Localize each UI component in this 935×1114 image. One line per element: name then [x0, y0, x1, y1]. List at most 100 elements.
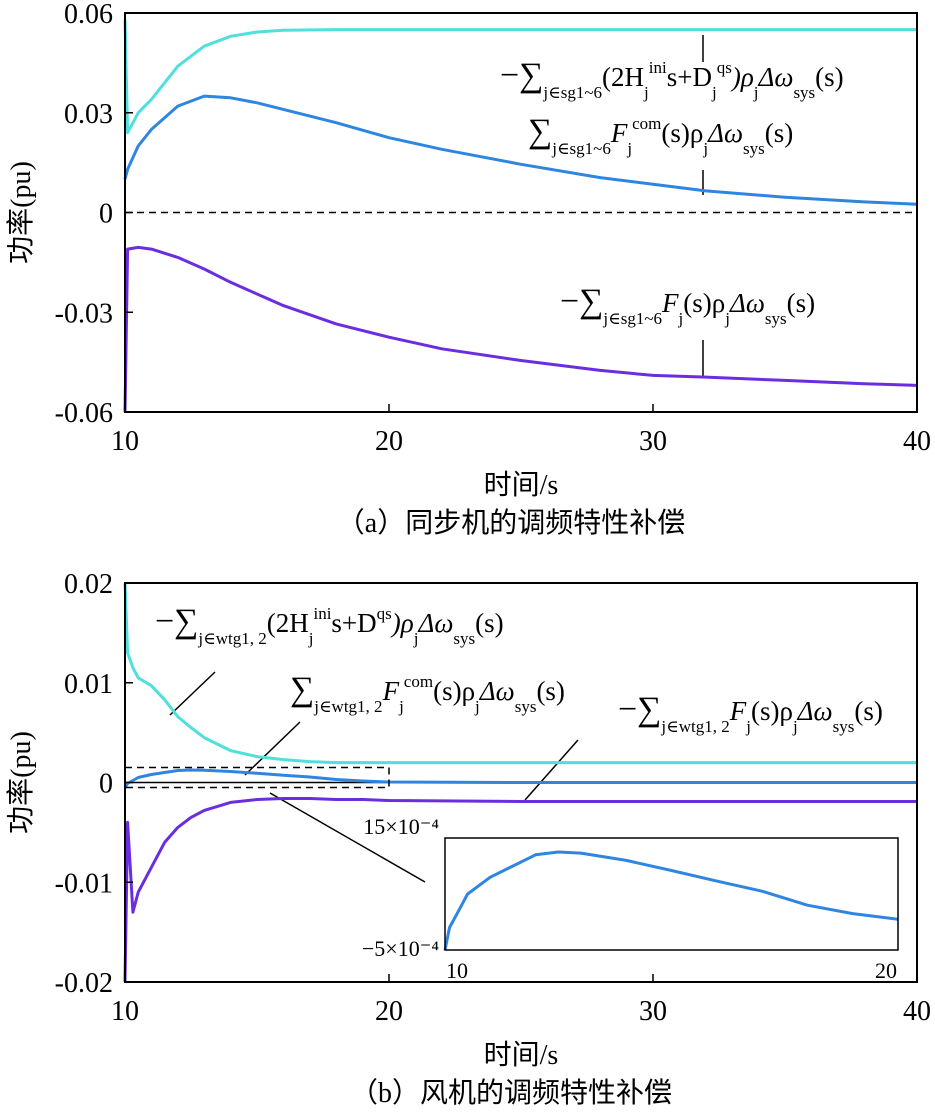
y-tick-label: 0	[99, 769, 113, 800]
inset-x-tick-label: 10	[446, 958, 468, 983]
zoom-connector	[269, 792, 426, 883]
x-tick-label: 20	[375, 996, 403, 1027]
annotation-part: F	[661, 288, 679, 318]
annotation-part: )ρ	[730, 62, 754, 92]
y-tick-label: -0.06	[55, 398, 113, 429]
annotation-part: com	[404, 672, 433, 691]
annotation-part: Δω	[797, 696, 833, 726]
zoom-box	[124, 766, 390, 789]
series-annotation: −∑j∈sg1~6Fj(s)ρjΔωsys(s)	[560, 283, 815, 328]
annotation-part: j∈sg1~6	[602, 309, 662, 328]
annotation-part: j∈wtg1, 2	[197, 629, 266, 648]
annotation-part: −∑	[560, 283, 603, 320]
annotation-part: (s)	[475, 608, 504, 638]
series-annotation: ∑j∈wtg1, 2Fjcom(s)ρjΔωsys(s)	[290, 671, 565, 716]
x-tick-label: 40	[903, 996, 931, 1027]
inset-x-tick-label: 20	[875, 958, 897, 983]
annotation-part: (s)ρ	[683, 288, 725, 318]
leader-line	[524, 739, 579, 801]
annotation-part: j∈sg1~6	[542, 83, 602, 102]
inset-y-tick-label: 15×10⁻⁴	[363, 814, 439, 839]
inset-frame	[444, 837, 899, 951]
annotation-part: (2H	[602, 62, 644, 92]
series-line	[123, 245, 918, 413]
annotation-part: )ρ	[390, 608, 414, 638]
annotation-part: j	[308, 629, 314, 648]
annotation-part: Δω	[417, 608, 453, 638]
annotation-part: F	[729, 696, 747, 726]
annotation-part: F	[610, 118, 628, 148]
annotation-part: j	[413, 629, 419, 648]
y-tick-label: 0	[99, 199, 113, 230]
annotation-part: com	[632, 114, 661, 133]
series-line	[123, 94, 918, 206]
annotation-part: j	[792, 717, 798, 736]
y-tick-label: 0.06	[64, 0, 113, 30]
leader-lines	[169, 35, 704, 883]
annotation-part: j∈wtg1, 2	[313, 697, 382, 716]
annotation-part: −∑	[618, 691, 661, 728]
annotation-part: Δω	[758, 62, 794, 92]
annotation-part: j∈sg1~6	[551, 139, 611, 158]
y-tick-label: 0.03	[64, 99, 113, 130]
y-axis-label: 功率(pu)	[5, 731, 37, 834]
x-axis-label: 时间/s	[484, 469, 559, 501]
inset-y-tick-label: −5×10⁻⁴	[362, 936, 439, 961]
series-annotation: −∑j∈sg1~6(2Hjinis+Djqs)ρjΔωsys(s)	[500, 57, 844, 102]
annotation-part: Δω	[729, 288, 765, 318]
series-line	[123, 768, 917, 789]
annotation-part: Δω	[479, 676, 515, 706]
annotation-part: (s)	[765, 118, 794, 148]
x-tick-label: 30	[639, 996, 667, 1027]
annotation-part: ∑	[528, 113, 552, 150]
annotation-part: (s)	[854, 696, 883, 726]
x-tick-label: 20	[375, 426, 403, 457]
series-annotation: ∑j∈sg1~6Fjcom(s)ρjΔωsys(s)	[528, 113, 793, 158]
series-line	[123, 797, 917, 983]
series-annotation: −∑j∈wtg1, 2(2Hjinis+Dqs)ρjΔωsys(s)	[155, 603, 504, 648]
inset-background	[445, 838, 898, 950]
annotation-part: (s)ρ	[751, 696, 793, 726]
annotation-part: −∑	[155, 603, 198, 640]
annotation-part: (s)	[815, 62, 844, 92]
y-tick-label: 0.01	[64, 669, 113, 700]
annotation-part: j	[711, 83, 717, 102]
annotation-part: j	[745, 717, 751, 736]
y-tick-label: 0.02	[64, 569, 113, 600]
annotation-part: ini	[649, 58, 667, 77]
annotation-part: (2H	[267, 608, 309, 638]
x-tick-label: 30	[639, 426, 667, 457]
annotation-part: qs	[377, 604, 392, 623]
leader-line	[169, 671, 216, 716]
annotation-part: j	[678, 309, 684, 328]
annotation-part: j	[643, 83, 649, 102]
annotation-part: (s)	[536, 676, 565, 706]
annotation-part: j	[626, 139, 632, 158]
annotation-part: s+D	[331, 608, 376, 638]
y-tick-label: -0.03	[55, 298, 113, 329]
annotation-part: sys	[765, 309, 787, 328]
series-line	[123, 19, 917, 135]
y-axis-label: 功率(pu)	[5, 161, 37, 264]
series-line	[123, 582, 917, 765]
annotation-part: (s)	[787, 288, 816, 318]
x-tick-label: 40	[903, 426, 931, 457]
annotation-part: (s)ρ	[433, 676, 475, 706]
annotation-part: qs	[717, 58, 732, 77]
annotation-part: sys	[453, 629, 475, 648]
annotation-part: j	[398, 697, 404, 716]
annotation-part: ∑	[290, 671, 314, 708]
annotation-part: j∈wtg1, 2	[660, 717, 729, 736]
caption: （a）同步机的调频特性补偿	[337, 507, 685, 539]
annotation-part: sys	[515, 697, 537, 716]
x-tick-label: 10	[111, 426, 139, 457]
annotation-part: j	[702, 139, 708, 158]
annotation-part: s+D	[667, 62, 712, 92]
annotation-part: −∑	[500, 57, 543, 94]
leader-line	[244, 721, 301, 776]
annotation-part: j	[724, 309, 730, 328]
annotation-part: ini	[313, 604, 331, 623]
annotation-part: j	[474, 697, 480, 716]
x-tick-label: 10	[111, 996, 139, 1027]
